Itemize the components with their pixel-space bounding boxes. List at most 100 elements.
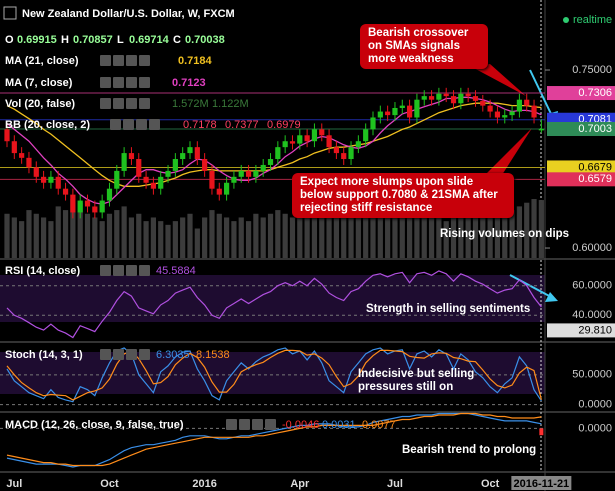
volume-bar — [106, 213, 113, 258]
candle-body — [114, 170, 120, 189]
volume-bar — [275, 210, 281, 258]
legend-button[interactable] — [113, 265, 124, 276]
volume-bar — [421, 210, 427, 258]
legend-button[interactable] — [239, 419, 250, 430]
legend-button[interactable] — [123, 119, 134, 130]
volume-bar — [355, 213, 361, 258]
candle-body — [297, 135, 303, 144]
volume-bar — [494, 213, 501, 258]
candle-body — [348, 147, 354, 160]
volume-bar — [84, 213, 91, 258]
annotation: Strength in selling sentiments — [366, 303, 531, 315]
legend-button[interactable] — [100, 265, 111, 276]
legend-button[interactable] — [113, 77, 124, 88]
y-tick-label: 40.0000 — [572, 309, 612, 321]
legend-button[interactable] — [126, 98, 137, 109]
tick-label-box — [547, 160, 615, 175]
candle-body — [194, 147, 200, 160]
volume-bar — [450, 213, 457, 258]
ohlc-value: 0.70038 — [185, 34, 225, 46]
y-tick-label: 0.0000 — [578, 399, 612, 411]
volume-bar — [458, 217, 464, 258]
candle-body — [187, 147, 193, 154]
volume-bar — [524, 202, 530, 258]
y-tick-label: 0.7306 — [578, 87, 612, 99]
candle-body — [509, 111, 515, 116]
legend-button[interactable] — [126, 349, 137, 360]
candle-body — [399, 105, 405, 108]
volume-bar — [33, 213, 39, 258]
candle-body — [450, 96, 457, 104]
volume-bar — [385, 217, 391, 258]
candle-body — [414, 99, 420, 118]
candle-body — [150, 182, 156, 189]
legend-value: -0.0046 — [282, 419, 319, 431]
annotation: Bearish crossover on SMAs signals more w… — [360, 24, 488, 69]
volume-bar — [128, 217, 135, 258]
legend-button[interactable] — [139, 349, 150, 360]
volume-bar — [502, 217, 508, 258]
volume-bar — [436, 217, 442, 258]
volume-bar — [407, 217, 413, 258]
candle-body — [341, 153, 347, 160]
legend-button[interactable] — [100, 349, 111, 360]
panel-title: MACD (12, 26, close, 9, false, true) — [5, 419, 184, 431]
legend-button[interactable] — [252, 419, 263, 430]
legend-button[interactable] — [100, 77, 111, 88]
candle-body — [11, 141, 17, 154]
legend-button[interactable] — [149, 119, 160, 130]
candle-body — [41, 176, 47, 183]
volume-bar — [341, 213, 347, 258]
volume-bar — [224, 217, 230, 258]
legend-button[interactable] — [139, 77, 150, 88]
legend-button[interactable] — [136, 119, 147, 130]
volume-bar — [509, 210, 515, 258]
legend-button[interactable] — [139, 98, 150, 109]
candle-body — [289, 141, 296, 144]
legend-button[interactable] — [126, 55, 137, 66]
legend-entry: MA (7, close) — [5, 77, 73, 89]
legend-button[interactable] — [110, 119, 121, 130]
y-tick-label: 0.6579 — [578, 173, 612, 185]
legend-button[interactable] — [139, 265, 150, 276]
volume-bar — [267, 213, 274, 258]
legend-value: 45.5884 — [156, 265, 196, 277]
legend-button[interactable] — [100, 55, 111, 66]
legend-value: 0.7178 — [183, 119, 217, 131]
candle-body — [231, 176, 237, 183]
volume-bar — [231, 221, 237, 258]
ohlc-value: 0.69915 — [17, 34, 57, 46]
volume-bar — [282, 213, 288, 258]
volume-bar — [202, 217, 208, 258]
realtime-dot — [563, 17, 569, 23]
indicator-line — [6, 270, 542, 339]
x-tick-label: Oct — [481, 478, 500, 490]
volume-bar — [158, 221, 164, 258]
candle-body — [209, 170, 215, 189]
candle-body — [216, 188, 222, 195]
x-tick-label: Apr — [290, 478, 310, 490]
candle-body — [311, 129, 318, 142]
status: realtime — [573, 14, 612, 26]
legend-button[interactable] — [113, 349, 124, 360]
volume-bar — [48, 221, 54, 258]
legend-button[interactable] — [113, 55, 124, 66]
x-tick-label: Jul — [387, 478, 403, 490]
legend-value: 0.0077 — [362, 419, 396, 431]
legend-button[interactable] — [113, 98, 124, 109]
tick-label-box — [547, 172, 615, 187]
legend-button[interactable] — [126, 265, 137, 276]
volume-bar — [333, 210, 339, 258]
symbol-icon[interactable] — [3, 6, 17, 20]
volume-bar — [472, 213, 479, 258]
volume-bar — [99, 221, 105, 258]
legend-button[interactable] — [265, 419, 276, 430]
tick-label-box — [547, 86, 615, 101]
legend-button[interactable] — [126, 77, 137, 88]
legend-button[interactable] — [226, 419, 237, 430]
legend-button[interactable] — [139, 55, 150, 66]
x-tick-label: 2016 — [192, 478, 216, 490]
legend-button[interactable] — [100, 98, 111, 109]
volume-bar — [194, 228, 200, 258]
legend-value: 0.7123 — [172, 77, 206, 89]
